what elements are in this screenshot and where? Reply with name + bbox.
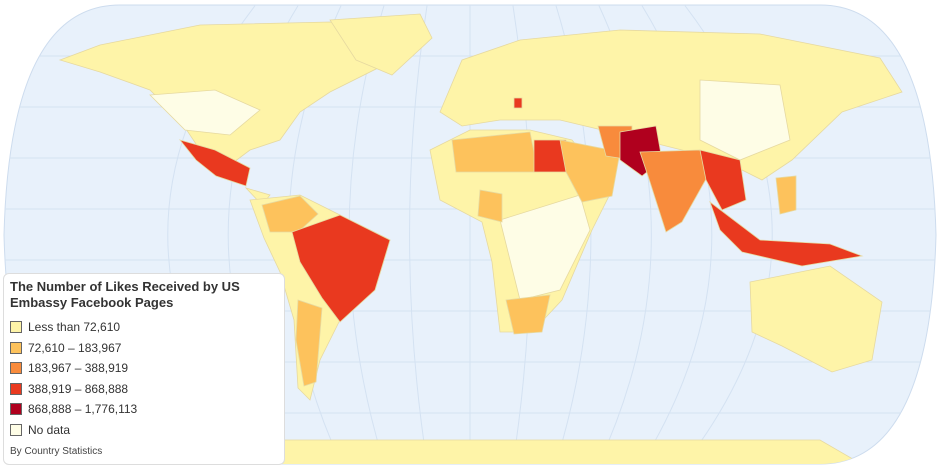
country-region[interactable] xyxy=(499,194,591,301)
legend-label: 388,919 – 868,888 xyxy=(28,381,129,396)
country-region[interactable] xyxy=(291,214,391,323)
meridian xyxy=(409,5,428,464)
legend-swatch xyxy=(10,321,22,334)
source: By Country Statistics xyxy=(10,446,103,457)
legend-swatch xyxy=(10,382,22,395)
country-region[interactable] xyxy=(178,139,251,187)
country-region[interactable] xyxy=(709,200,864,267)
country-region[interactable] xyxy=(699,149,747,211)
legend-item[interactable]: No data xyxy=(10,420,278,441)
legend: The Number of Likes Received by US Embas… xyxy=(3,273,285,465)
legend-label: 868,888 – 1,776,113 xyxy=(28,402,138,417)
country-region[interactable] xyxy=(749,265,883,373)
legend-swatch xyxy=(10,423,22,436)
legend-label: Less than 72,610 xyxy=(28,320,121,335)
legend-label: No data xyxy=(28,422,71,437)
legend-item[interactable]: 183,967 – 388,919 xyxy=(10,358,278,379)
legend-label: 183,967 – 388,919 xyxy=(28,361,129,376)
legend-item[interactable]: 388,919 – 868,888 xyxy=(10,379,278,400)
country-region[interactable] xyxy=(505,294,551,335)
legend-swatch xyxy=(10,341,22,354)
legend-item[interactable]: Less than 72,610 xyxy=(10,317,278,338)
country-region[interactable] xyxy=(775,175,797,215)
country-region[interactable] xyxy=(513,97,523,109)
legend-item[interactable]: 868,888 – 1,776,113 xyxy=(10,399,278,420)
legend-label: 72,610 – 183,967 xyxy=(28,340,122,355)
country-region[interactable] xyxy=(439,29,903,181)
land xyxy=(58,13,903,464)
country-region[interactable] xyxy=(329,13,433,76)
country-region[interactable] xyxy=(699,79,791,161)
legend-rows: Less than 72,610 72,610 – 183,967 183,967 … xyxy=(10,317,278,440)
legend-swatch xyxy=(10,403,22,416)
country-region[interactable] xyxy=(477,189,503,223)
country-region[interactable] xyxy=(149,89,261,136)
legend-title: The Number of Likes Received by US Embas… xyxy=(10,279,240,310)
legend-item[interactable]: 72,610 – 183,967 xyxy=(10,338,278,359)
country-region[interactable] xyxy=(295,299,323,387)
legend-swatch xyxy=(10,362,22,375)
country-region[interactable] xyxy=(261,195,319,233)
